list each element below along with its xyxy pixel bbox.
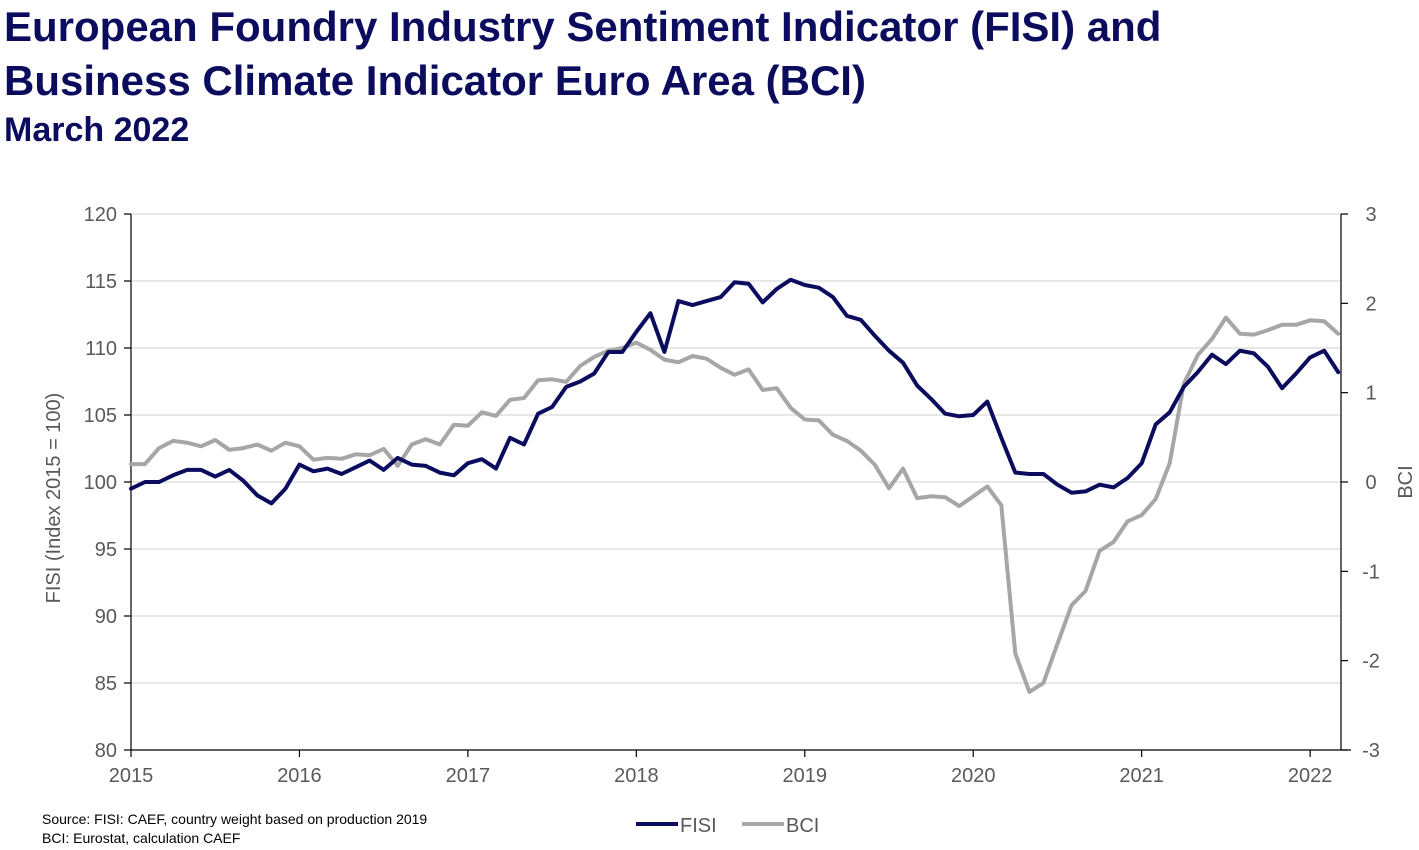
y-left-tick-label: 105 (84, 405, 117, 427)
y-left-tick-label: 80 (95, 740, 117, 762)
x-tick-label: 2020 (951, 765, 996, 787)
y-right-axis-title: BCI (1395, 465, 1417, 498)
chart-subtitle: March 2022 (4, 111, 190, 149)
chart-title: European Foundry Industry Sentiment Indi… (4, 0, 1161, 108)
series-line-fisi (129, 277, 1341, 506)
x-tick-label: 2016 (277, 765, 322, 787)
y-right-tick-label: 0 (1365, 472, 1376, 494)
y-left-axis-title: FISI (Index 2015 = 100) (43, 393, 65, 604)
y-right-tick-label: 1 (1365, 383, 1376, 405)
x-tick-label: 2015 (109, 765, 154, 787)
y-left-tick-label: 120 (84, 204, 117, 226)
x-tick-label: 2021 (1119, 765, 1164, 787)
y-left-tick-label: 95 (95, 539, 117, 561)
series-line-bci (129, 315, 1341, 694)
source-note: Source: FISI: CAEF, country weight based… (42, 810, 427, 848)
x-tick-label: 2022 (1288, 765, 1333, 787)
y-right-tick-label: 3 (1365, 204, 1376, 226)
legend-label-fisi: FISI (680, 815, 717, 837)
y-left-tick-label: 110 (85, 338, 117, 360)
y-left-tick-label: 115 (85, 271, 117, 293)
source-note-line-2: BCI: Eurostat, calculation CAEF (42, 830, 241, 846)
y-left-tick-label: 85 (95, 673, 117, 695)
y-right-tick-label: -3 (1362, 740, 1380, 762)
x-tick-label: 2018 (614, 765, 659, 787)
source-note-line-1: Source: FISI: CAEF, country weight based… (42, 811, 428, 827)
y-right-tick-label: 2 (1365, 293, 1376, 315)
chart-title-line-2: Business Climate Indicator Euro Area (BC… (4, 57, 866, 104)
y-left-tick-label: 90 (95, 606, 117, 628)
y-right-tick-label: -2 (1362, 651, 1380, 673)
x-tick-label: 2017 (446, 765, 491, 787)
legend-label-bci: BCI (786, 815, 819, 837)
y-right-tick-label: -1 (1362, 561, 1380, 583)
y-left-tick-label: 100 (84, 472, 117, 494)
chart-title-line-1: European Foundry Industry Sentiment Indi… (4, 3, 1162, 50)
x-tick-label: 2019 (783, 765, 828, 787)
